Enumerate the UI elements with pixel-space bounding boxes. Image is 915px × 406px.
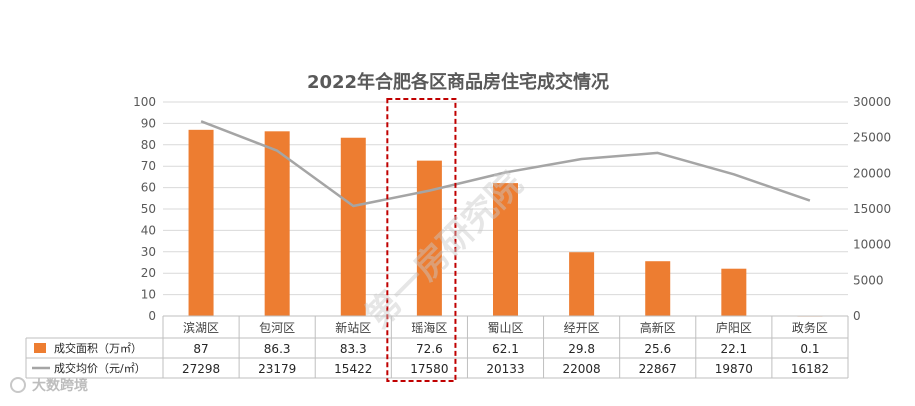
- table-cell-price: 22867: [639, 362, 677, 376]
- y-left-tick-label: 20: [141, 266, 156, 280]
- legend-label-line: 成交均价（元/㎡）: [54, 361, 146, 375]
- chart-title: 2022年合肥各区商品房住宅成交情况: [307, 71, 609, 93]
- x-tick-label: 新站区: [335, 320, 371, 335]
- table-cell-area: 29.8: [568, 342, 595, 356]
- highlight-box: [386, 98, 457, 382]
- x-tick-label: 蜀山区: [487, 321, 523, 335]
- table-cell-area: 22.1: [720, 342, 747, 356]
- y-left-tick-label: 70: [141, 159, 156, 173]
- table-cell-price: 22008: [563, 362, 601, 376]
- y-left-tick-label: 0: [148, 309, 156, 323]
- bar: [569, 252, 595, 316]
- table-cell-price: 23179: [258, 362, 296, 376]
- table-cell-price: 20133: [486, 362, 524, 376]
- table-cell-price: 19870: [715, 362, 753, 376]
- bar: [416, 160, 442, 316]
- y-right-tick-label: 10000: [853, 238, 891, 252]
- table-cell-price: 16182: [791, 362, 829, 376]
- y-left-tick-label: 100: [133, 95, 156, 109]
- y-left-tick-label: 10: [141, 288, 156, 302]
- y-right-tick-label: 0: [853, 309, 861, 323]
- bar: [264, 131, 290, 316]
- y-left-tick-label: 60: [141, 181, 156, 195]
- x-tick-label: 滨湖区: [183, 320, 219, 335]
- data-table: 滨湖区 87 27298 包河区 86.3 23179 新站区 83.3 15422 瑶海区 72.…: [25, 315, 849, 379]
- bar-series: [188, 129, 823, 317]
- table-cell-area: 86.3: [264, 342, 291, 356]
- bar: [721, 268, 747, 316]
- highlight: [386, 98, 457, 382]
- y-left-tick-label: 50: [141, 202, 156, 216]
- table-cell-area: 0.1: [800, 342, 819, 356]
- x-tick-label: 庐阳区: [716, 320, 752, 335]
- y-right-tick-label: 5000: [853, 273, 884, 287]
- y-axis-left: 0 10 20 30 40 50 60 70 80 90 100: [133, 95, 156, 323]
- legend-label-bar: 成交面积（万㎡）: [54, 341, 142, 355]
- x-tick-label: 政务区: [792, 320, 828, 335]
- y-axis-right: 0 5000 10000 15000 20000 25000 30000: [853, 95, 891, 323]
- y-right-tick-label: 15000: [853, 202, 891, 216]
- table-cell-price: 27298: [182, 362, 220, 376]
- y-right-tick-label: 20000: [853, 166, 891, 180]
- legend-key-bar: [34, 343, 46, 353]
- table-cell-area: 87: [193, 342, 208, 356]
- x-tick-label: 瑶海区: [411, 320, 447, 335]
- brand-logo: 大数跨境: [10, 377, 88, 394]
- bar: [340, 137, 366, 316]
- table-cell-area: 72.6: [416, 342, 443, 356]
- series-line: [200, 120, 811, 208]
- table-cell-price: 17580: [410, 362, 448, 376]
- brand-text: 大数跨境: [32, 377, 88, 394]
- bar: [645, 261, 671, 316]
- table-cell-area: 62.1: [492, 342, 519, 356]
- y-left-tick-label: 40: [141, 223, 156, 237]
- y-left-tick-label: 90: [141, 116, 156, 130]
- line-series: [200, 120, 811, 208]
- table-cell-area: 25.6: [644, 342, 671, 356]
- y-right-tick-label: 30000: [853, 95, 891, 109]
- y-left-tick-label: 30: [141, 245, 156, 259]
- x-tick-label: 经开区: [564, 321, 600, 335]
- bar: [493, 183, 518, 316]
- brand-icon: [10, 377, 26, 393]
- table-cell-area: 83.3: [340, 342, 367, 356]
- table-cell-price: 15422: [334, 362, 372, 376]
- bar: [188, 129, 214, 316]
- x-tick-label: 高新区: [640, 320, 676, 335]
- y-left-tick-label: 80: [141, 138, 156, 152]
- y-right-tick-label: 25000: [853, 131, 891, 145]
- x-tick-label: 包河区: [259, 321, 295, 335]
